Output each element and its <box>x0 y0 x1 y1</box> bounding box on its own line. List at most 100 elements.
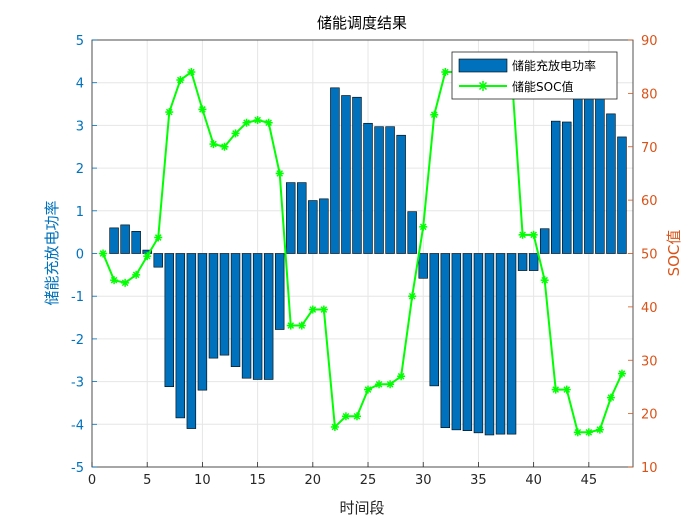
bar <box>462 253 473 432</box>
soc-point <box>242 118 251 127</box>
soc-point <box>341 412 350 421</box>
soc-point <box>352 412 361 421</box>
bar <box>120 224 130 254</box>
bar <box>330 87 340 254</box>
x-tick-label: 45 <box>581 473 598 488</box>
bar <box>595 97 605 254</box>
soc-point <box>319 305 328 314</box>
right-y-tick-label: 90 <box>641 34 658 49</box>
x-tick-label: 15 <box>249 473 266 488</box>
right-y-axis-ticks: 10 20 30 40 50 60 70 80 90 <box>628 34 658 476</box>
soc-point <box>99 249 108 258</box>
bar <box>584 82 594 254</box>
bar-series <box>109 82 627 436</box>
soc-point <box>606 393 615 402</box>
bar <box>208 253 219 359</box>
soc-point <box>441 68 450 77</box>
bar <box>418 253 428 279</box>
soc-point <box>386 380 395 389</box>
left-y-tick-label: 1 <box>76 205 84 220</box>
bar <box>230 253 241 367</box>
bar <box>341 95 351 254</box>
soc-point <box>154 233 163 242</box>
soc-point <box>617 369 626 378</box>
x-axis-label: 时间段 <box>339 499 384 517</box>
x-tick-label: 30 <box>415 473 432 488</box>
bar <box>385 126 395 254</box>
x-tick-label: 10 <box>194 473 211 488</box>
bar <box>517 253 528 271</box>
bar <box>274 253 285 330</box>
soc-point <box>132 270 141 279</box>
bar <box>495 253 506 435</box>
soc-point <box>176 76 185 85</box>
bar <box>263 253 274 380</box>
legend-line-label: 储能SOC值 <box>512 79 573 94</box>
right-y-tick-label: 40 <box>641 301 658 316</box>
bar <box>319 198 329 254</box>
bar <box>109 227 119 254</box>
left-y-axis-ticks: -5 -4 -3 -2 -1 0 1 2 3 4 5 <box>71 34 97 476</box>
legend: 储能充放电功率 储能SOC值 <box>451 51 618 100</box>
left-y-tick-label: -1 <box>71 290 84 305</box>
bar <box>440 253 451 429</box>
soc-point <box>529 230 538 239</box>
bar <box>153 253 163 268</box>
soc-point <box>540 276 549 285</box>
x-tick-label: 25 <box>360 473 377 488</box>
bar <box>131 230 141 254</box>
soc-point <box>551 385 560 394</box>
bar <box>573 82 583 254</box>
soc-point <box>165 108 174 117</box>
bar <box>352 96 362 254</box>
right-y-tick-label: 70 <box>641 141 658 156</box>
soc-point <box>143 252 152 261</box>
soc-point <box>121 278 130 287</box>
soc-point <box>231 129 240 138</box>
right-y-tick-label: 60 <box>641 194 658 209</box>
bar <box>562 121 572 254</box>
bar <box>484 253 495 436</box>
bar <box>297 182 307 254</box>
bar <box>429 253 439 387</box>
x-tick-label: 20 <box>305 473 322 488</box>
bar <box>606 113 616 254</box>
bar <box>241 253 252 379</box>
right-y-tick-label: 10 <box>641 461 658 476</box>
legend-line-marker <box>478 81 488 91</box>
bar <box>528 253 539 271</box>
soc-point <box>595 425 604 434</box>
right-y-axis-label: SOC值 <box>665 230 683 277</box>
left-y-axis-label: 储能充放电功率 <box>43 200 61 305</box>
soc-point <box>518 230 527 239</box>
right-y-tick-label: 20 <box>641 408 658 423</box>
bar <box>550 120 561 254</box>
soc-point <box>584 428 593 437</box>
soc-point <box>375 380 384 389</box>
bar <box>197 253 208 391</box>
soc-point <box>209 140 218 149</box>
x-tick-label: 40 <box>525 473 542 488</box>
bar <box>186 253 197 429</box>
soc-point <box>364 385 373 394</box>
bar <box>219 253 230 356</box>
legend-bar-swatch <box>458 58 508 73</box>
bar <box>396 134 406 254</box>
right-y-tick-label: 30 <box>641 354 658 369</box>
soc-point <box>308 305 317 314</box>
soc-point <box>286 321 295 330</box>
bar <box>363 122 373 254</box>
bar <box>473 253 484 434</box>
soc-point <box>573 428 582 437</box>
bar <box>252 253 263 380</box>
left-y-tick-label: -3 <box>71 376 84 391</box>
soc-point <box>562 385 571 394</box>
left-y-tick-label: -4 <box>71 418 84 433</box>
bar <box>539 228 550 254</box>
left-y-tick-label: 5 <box>76 34 84 49</box>
bar <box>164 253 175 388</box>
bar <box>617 136 627 254</box>
soc-point <box>187 68 196 77</box>
x-tick-label: 0 <box>88 473 96 488</box>
